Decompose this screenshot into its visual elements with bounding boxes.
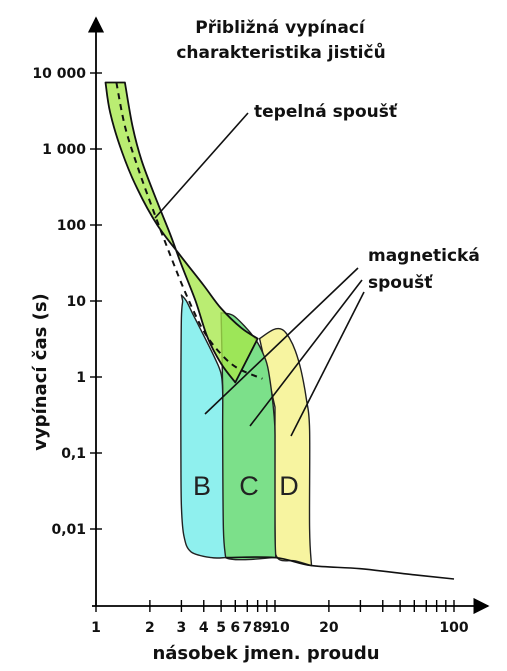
y-tick-label-0.01: 0,01 <box>51 522 86 538</box>
x-axis-label: násobek jmen. proudu <box>152 643 379 664</box>
region-label-c: C <box>239 471 259 501</box>
x-tick-label-20: 20 <box>319 620 339 636</box>
y-tick-label-0.1: 0,1 <box>61 446 86 462</box>
tail-curve-line <box>225 556 455 580</box>
magnetic-release-label-line-1: magnetická <box>368 246 480 266</box>
thermal-release-label: tepelná spoušť <box>254 102 398 122</box>
chart-title-line-1: Přibližná vypínací <box>195 18 366 38</box>
magnetic-leader-line-b <box>204 267 359 415</box>
region-label-d: D <box>279 471 299 501</box>
region-b-area <box>180 294 227 559</box>
thermal-median-dashed-line <box>115 82 263 380</box>
y-tick-label-10000: 10 000 <box>32 66 86 82</box>
magnetic-leader-line-c <box>249 279 363 427</box>
region-label-b: B <box>193 471 211 501</box>
y-tick-label-1000: 1 000 <box>42 142 86 158</box>
thermal-leader-line <box>154 112 249 219</box>
thermal-band-area <box>104 81 259 384</box>
x-tick-label-2: 2 <box>145 620 155 636</box>
x-tick-label-8: 8 <box>253 620 263 636</box>
x-tick-label-10: 10 <box>270 620 290 636</box>
y-tick-label-1: 1 <box>76 370 86 386</box>
x-tick-label-5: 5 <box>216 620 226 636</box>
x-tick-label-6: 6 <box>230 620 240 636</box>
magnetic-leader-line-d <box>290 291 365 437</box>
y-tick-label-100: 100 <box>57 218 86 234</box>
x-tick-label-9: 9 <box>262 620 272 636</box>
magnetic-release-label-line-2: spoušť <box>368 273 433 293</box>
y-tick-label-10: 10 <box>67 294 87 310</box>
y-axis-label: vypínací čas (s) <box>30 293 51 451</box>
chart-title-line-2: charakteristika jističů <box>176 41 385 63</box>
x-tick-label-3: 3 <box>177 620 187 636</box>
x-tick-label-4: 4 <box>199 620 209 636</box>
x-tick-label-1: 1 <box>91 620 101 636</box>
x-tick-label-7: 7 <box>242 620 252 636</box>
x-tick-label-100: 100 <box>439 620 468 636</box>
